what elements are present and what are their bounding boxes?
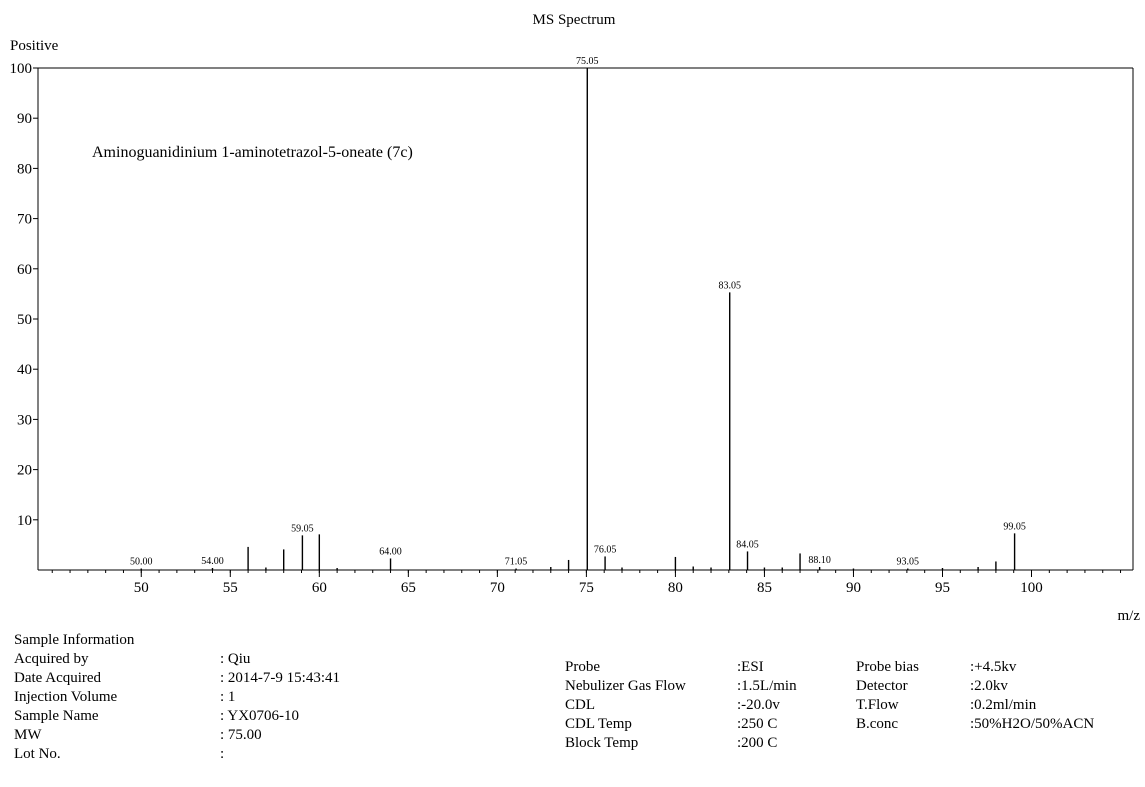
instrument-values: :ESI :1.5L/min :-20.0v :250 C :200 C xyxy=(737,658,797,753)
peak-label: 84.05 xyxy=(736,539,759,550)
peak-label: 76.05 xyxy=(594,544,617,555)
y-tick-label: 50 xyxy=(17,312,32,328)
y-tick-label: 70 xyxy=(17,212,32,228)
polarity-label: Positive xyxy=(10,38,59,54)
x-tick-label: 75 xyxy=(579,580,594,596)
sample-info-label: Injection Volume xyxy=(14,689,118,705)
instrument-labels: Probe Nebulizer Gas Flow CDL CDL Temp Block … xyxy=(565,658,686,753)
instrument-value: :-20.0v xyxy=(737,697,780,713)
instrument-value: :200 C xyxy=(737,735,778,751)
y-axis-ticks: 10 20 30 40 50 60 70 80 90 100 xyxy=(10,61,38,529)
instrument-label: Probe xyxy=(565,659,600,675)
sample-info-label: Date Acquired xyxy=(14,670,102,686)
x-tick-label: 95 xyxy=(935,580,950,596)
sample-info-label: Lot No. xyxy=(14,746,61,762)
instrument-value: :1.5L/min xyxy=(737,678,797,694)
y-tick-label: 10 xyxy=(17,513,32,529)
x-tick-label: 55 xyxy=(223,580,238,596)
sample-info-label: Acquired by xyxy=(14,651,89,667)
x-tick-label: 50 xyxy=(134,580,149,596)
peak-label: 50.00 xyxy=(130,556,153,567)
sample-info-value: : Qiu xyxy=(220,651,251,667)
instrument-value: :ESI xyxy=(737,659,764,675)
peak-label: 83.05 xyxy=(718,280,741,291)
spectrum-peaks: 50.00 54.00 59.05 64.00 71.05 75.05 76.05 83.05… xyxy=(130,56,1026,570)
instrument-label: CDL xyxy=(565,697,595,713)
instrument2-value: :2.0kv xyxy=(970,678,1008,694)
sample-info-value: : 75.00 xyxy=(220,727,262,743)
peak-label: 99.05 xyxy=(1003,521,1026,532)
ms-spectrum-chart: MS Spectrum Positive Aminoguanidinium 1-… xyxy=(10,12,1141,624)
y-tick-label: 30 xyxy=(17,412,32,428)
x-tick-label: 90 xyxy=(846,580,861,596)
y-tick-label: 80 xyxy=(17,161,32,177)
instrument-label: Block Temp xyxy=(565,735,639,751)
sample-info-heading: Sample Information xyxy=(14,632,135,648)
x-tick-label: 85 xyxy=(757,580,772,596)
chart-title: MS Spectrum xyxy=(533,12,616,28)
x-tick-label: 70 xyxy=(490,580,505,596)
peak-label: 88.10 xyxy=(808,555,831,566)
instrument-label: Nebulizer Gas Flow xyxy=(565,678,686,694)
y-tick-label: 60 xyxy=(17,262,32,278)
sample-info-value: : xyxy=(220,746,225,762)
sample-info-values: : Qiu : 2014-7-9 15:43:41 : 1 : YX0706-10 : … xyxy=(220,650,340,764)
sample-info-label: MW xyxy=(14,727,42,743)
instrument-label: CDL Temp xyxy=(565,716,632,732)
instrument2-labels: Probe bias Detector T.Flow B.conc xyxy=(856,658,919,734)
peak-label: 54.00 xyxy=(201,556,224,567)
x-axis-ticks: 50 55 60 65 70 75 80 85 90 95 100 xyxy=(51,570,1122,596)
instrument-value: :250 C xyxy=(737,716,778,732)
y-tick-label: 20 xyxy=(17,463,32,479)
x-tick-label: 60 xyxy=(312,580,327,596)
instrument2-value: :50%H2O/50%ACN xyxy=(970,716,1095,732)
compound-annotation: Aminoguanidinium 1-aminotetrazol-5-oneat… xyxy=(92,144,413,161)
y-tick-label: 40 xyxy=(17,362,32,378)
sample-info-value: : 2014-7-9 15:43:41 xyxy=(220,670,340,686)
sample-info-label: Sample Name xyxy=(14,708,99,724)
instrument2-values: :+4.5kv :2.0kv :0.2ml/min :50%H2O/50%ACN xyxy=(970,658,1094,734)
instrument2-value: :0.2ml/min xyxy=(970,697,1037,713)
instrument2-label: B.conc xyxy=(856,716,899,732)
sample-info-value: : YX0706-10 xyxy=(220,708,300,724)
instrument2-label: Probe bias xyxy=(856,659,919,675)
y-tick-label: 90 xyxy=(17,111,32,127)
x-axis-label: m/z xyxy=(1118,608,1141,624)
instrument2-label: Detector xyxy=(856,678,908,694)
sample-info-value: : 1 xyxy=(220,689,236,705)
peak-label: 64.00 xyxy=(379,546,402,557)
x-tick-label: 100 xyxy=(1020,580,1043,596)
peak-label: 93.05 xyxy=(897,556,920,567)
y-tick-label: 100 xyxy=(10,61,33,77)
instrument2-label: T.Flow xyxy=(856,697,899,713)
peak-label: 75.05 xyxy=(576,56,599,67)
x-tick-label: 80 xyxy=(668,580,683,596)
x-tick-label: 65 xyxy=(401,580,416,596)
peak-label: 59.05 xyxy=(291,523,314,534)
instrument2-value: :+4.5kv xyxy=(970,659,1017,675)
peak-label: 71.05 xyxy=(505,556,528,567)
sample-info-labels: Acquired by Date Acquired Injection Volume… xyxy=(14,650,117,764)
